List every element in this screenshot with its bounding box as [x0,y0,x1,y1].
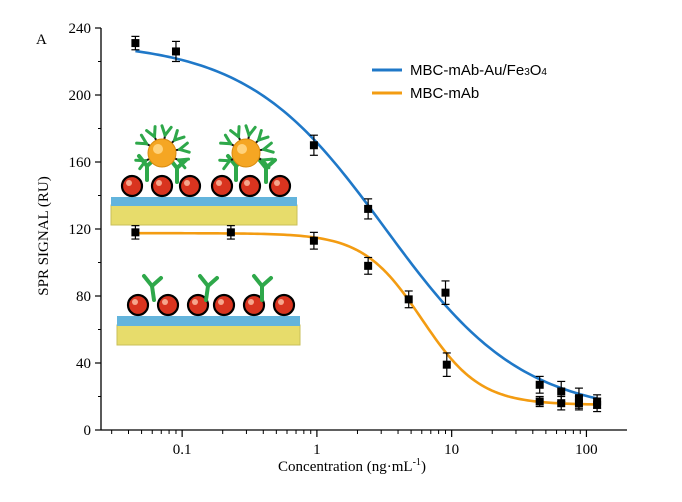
coated-bead [212,293,236,317]
panel-label: A [36,32,47,48]
data-point-s0-2 [309,134,318,156]
fit-curve-series-0 [135,49,598,400]
fit-curves [135,49,598,406]
data-point-s1-4 [404,290,413,309]
bead-highlight [192,299,198,305]
data-point-s1-0 [131,225,140,240]
axes: 0 40 80 120 160 200 240 0.1 1 10 100 [69,21,627,458]
nanoparticle-highlight [153,144,163,154]
coated-bead [156,293,180,317]
bead-highlight [218,299,224,305]
coated-bead [268,174,292,198]
bead-highlight [274,180,280,186]
coated-bead [272,293,296,317]
y-tick-label: 200 [69,88,92,104]
x-axis-title: Concentration (ng·mL-1) [278,457,426,475]
bead-highlight [132,299,138,305]
data-point-s0-5 [535,375,544,394]
nanoparticle-antibody [145,125,158,143]
y-tick-label: 0 [84,423,92,439]
sensor-chip-gold-layer-2 [116,324,301,346]
legend-label-amplified: MBC-mAb-Au/Fe3O4 [410,62,547,79]
antibody [198,274,219,302]
nanoparticle-antibody [169,129,186,146]
legend: MBC-mAb-Au/Fe3O4 MBC-mAb [372,62,547,102]
y-tick-label: 240 [69,21,92,37]
x-tick-label: 1 [313,442,321,458]
x-tick-label: 0.1 [173,442,192,458]
data-point-s0-0 [131,35,140,51]
mab-assay-illustration [116,274,301,346]
x-tick-label: 10 [444,442,459,458]
bead-highlight [184,180,190,186]
sensor-chip-blue-layer [111,197,297,206]
data-point-s0-4 [441,280,450,305]
coated-bead [210,174,234,198]
nanoparticle-antibody [135,133,153,148]
fit-curve-series-1 [135,231,598,406]
legend-label-mab: MBC-mAb [410,85,479,102]
bead-highlight [278,299,284,305]
nanoparticle-antibody [253,129,270,146]
data-point-s1-8 [574,395,583,411]
data-point-s0-1 [171,40,180,63]
data-points [131,35,602,413]
coated-bead [120,174,144,198]
y-axis-title: SPR SIGNAL (RU) [36,176,52,295]
nanoparticle-antibody [219,133,237,148]
sensor-chip-gold-layer [110,204,298,226]
antibody [142,274,163,302]
data-point-s1-6 [535,395,544,408]
antibody [252,274,273,302]
y-tick-label: 40 [76,356,91,372]
data-point-s1-1 [226,225,235,240]
data-point-s1-3 [364,256,373,275]
y-tick-label: 160 [69,155,92,171]
nanoparticle-highlight [237,144,247,154]
data-point-s1-7 [557,395,566,411]
data-point-s1-2 [309,231,318,250]
au-fe3o4-nanoparticle [231,138,261,168]
data-point-s1-5 [442,352,451,377]
bead-highlight [216,180,222,186]
sensor-chip-blue-layer-2 [117,316,300,326]
y-tick-label: 120 [69,222,92,238]
amplified-assay-illustration [110,124,298,226]
y-tick-label: 80 [76,289,91,305]
coated-bead [238,174,262,198]
bead-highlight [162,299,168,305]
x-tick-label: 100 [575,442,598,458]
au-fe3o4-nanoparticle [147,138,177,168]
coated-bead [150,174,174,198]
data-point-s1-9 [593,397,602,413]
nanoparticle-antibody [229,125,242,143]
coated-bead [178,174,202,198]
bead-highlight [244,180,250,186]
bead-highlight [156,180,162,186]
coated-bead [126,293,150,317]
bead-highlight [248,299,254,305]
data-point-s0-3 [364,198,373,220]
bead-highlight [126,180,132,186]
